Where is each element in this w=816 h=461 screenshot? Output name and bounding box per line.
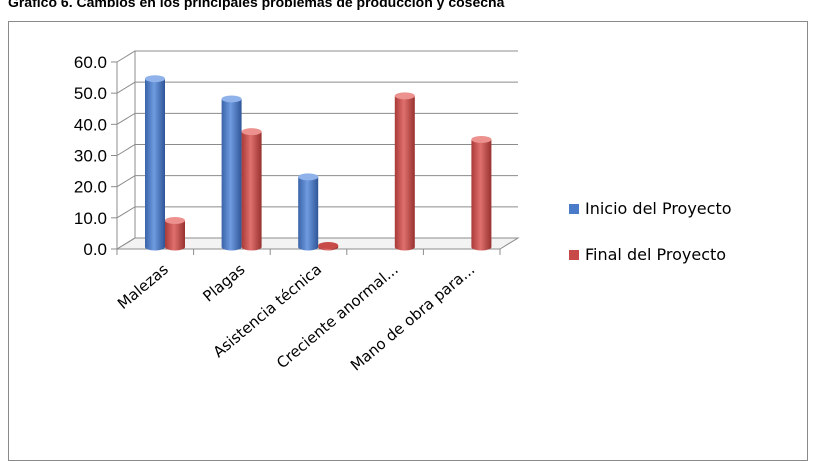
bar-body [165, 220, 185, 251]
bar-layer [145, 75, 492, 251]
bar-top [298, 173, 319, 181]
y-tick-label: 10.0 [74, 209, 107, 228]
y-tick-label: 40.0 [74, 115, 107, 134]
y-tick-label: 0.0 [83, 240, 107, 259]
axis-layer [111, 50, 520, 255]
bar-body [221, 98, 242, 251]
gridline [116, 112, 518, 125]
bar-final [394, 92, 415, 251]
bar-body [145, 78, 165, 251]
legend-item: Inicio del Proyecto [569, 199, 732, 218]
bar-top [165, 217, 185, 225]
bar-body [471, 139, 492, 251]
gridline [116, 50, 518, 63]
bar-final [471, 135, 492, 251]
chart-caption: Gráfico 6. Cambios en los principales pr… [8, 0, 505, 10]
legend-label: Final del Proyecto [585, 245, 726, 264]
gridline [116, 81, 518, 94]
y-tick-label: 50.0 [74, 84, 107, 103]
y-tick-label: 20.0 [74, 178, 107, 197]
bar-body [298, 176, 319, 251]
bar-top [145, 75, 165, 83]
bar-top [471, 135, 492, 143]
bar-body [241, 131, 262, 251]
legend-label: Inicio del Proyecto [585, 199, 732, 218]
bar-top [394, 92, 415, 100]
bar-top [241, 128, 262, 136]
bar-top [221, 95, 242, 103]
bar-final [241, 128, 262, 251]
y-tick-label: 60.0 [74, 53, 107, 72]
bar-body [394, 95, 415, 251]
x-tick-label: Plagas [199, 260, 248, 305]
bar-inicio [298, 173, 319, 251]
legend-swatch [569, 204, 579, 214]
gridline [116, 175, 518, 188]
y-tick-label: 30.0 [74, 147, 107, 166]
bar-final [318, 241, 339, 251]
bar-top [318, 241, 339, 249]
legend-item: Final del Proyecto [569, 245, 726, 264]
legend-swatch [569, 250, 579, 260]
bar-final [165, 217, 185, 251]
legend: Inicio del Proyecto Final del Proyecto [569, 199, 732, 264]
gridline [116, 237, 518, 250]
bar-inicio [145, 75, 165, 251]
bar-inicio [221, 95, 242, 251]
gridline [116, 206, 518, 219]
x-tick-label: Mano de obra para... [347, 260, 478, 374]
x-tick-label: Malezas [114, 260, 172, 313]
gridline [116, 144, 518, 156]
